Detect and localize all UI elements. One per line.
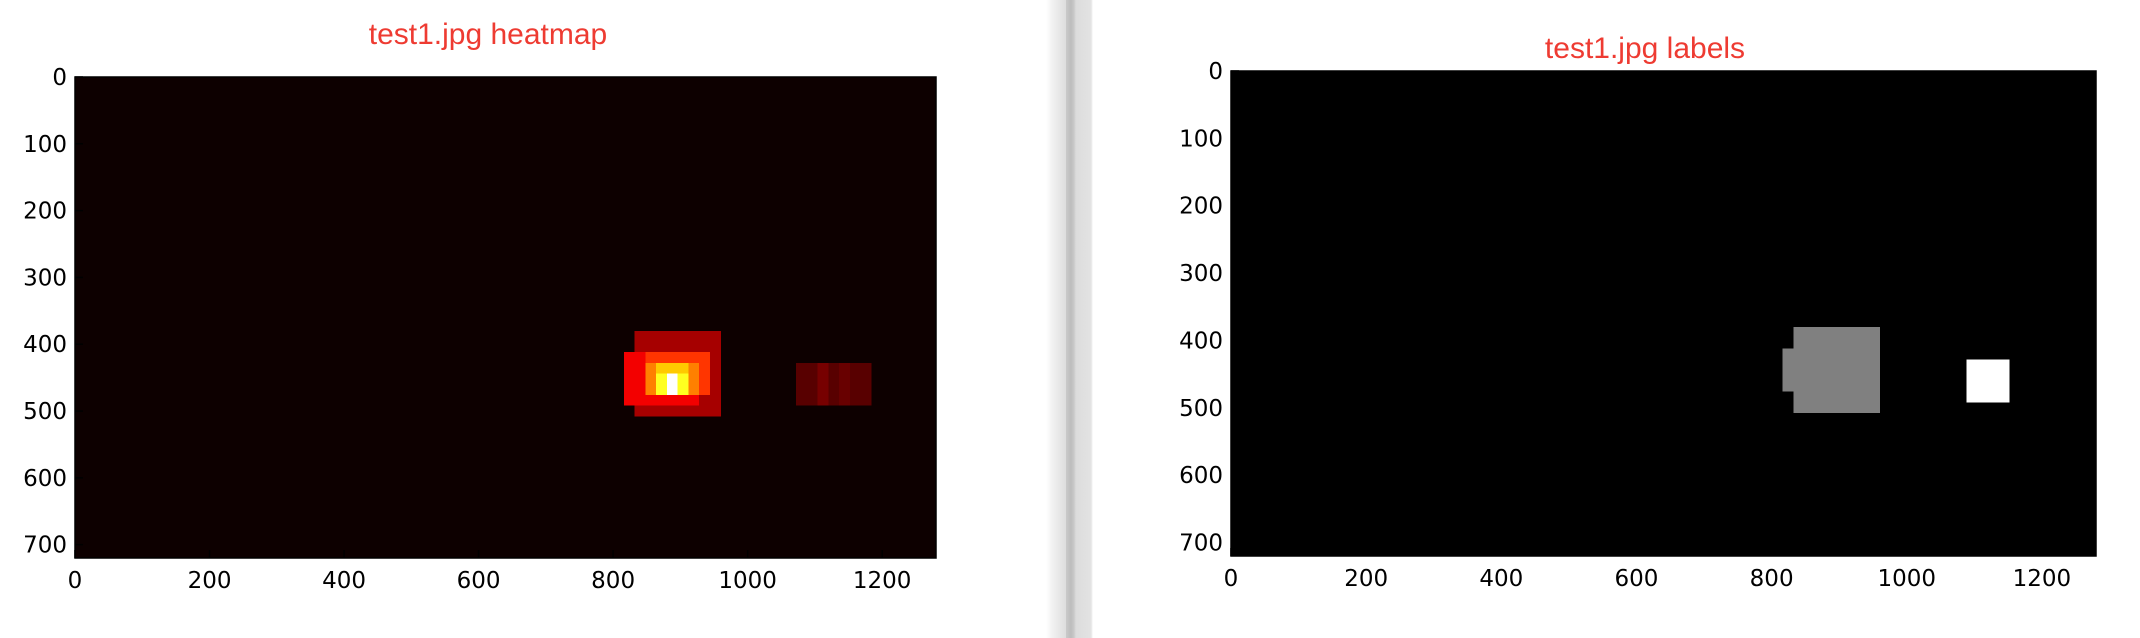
y-tick-label: 200	[23, 199, 67, 225]
x-tick-label: 1200	[2013, 566, 2072, 592]
y-tick-label: 0	[1208, 59, 1223, 85]
x-tick-label: 1000	[718, 568, 777, 594]
y-tick-label: 700	[23, 533, 67, 559]
y-tick-label: 500	[23, 399, 67, 425]
y-tick-label: 0	[52, 65, 67, 91]
y-tick-label: 400	[1179, 328, 1223, 354]
y-tick-label: 300	[23, 265, 67, 291]
x-tick-label: 1000	[1878, 566, 1937, 592]
labels-panel: test1.jpg labels 0 200 400 600 800 1000 1200 0 1…	[1093, 0, 2140, 638]
x-tick-label: 800	[591, 568, 635, 594]
labels-chart: test1.jpg labels 0 200 400 600 800 1000 1200 0 1…	[1179, 32, 2097, 592]
heatmap-cell	[666, 373, 678, 395]
window-divider[interactable]	[1046, 0, 1093, 638]
heatmap-title: test1.jpg heatmap	[369, 18, 608, 51]
axis-frame	[1230, 70, 2097, 557]
label-region	[1782, 348, 1794, 392]
y-tick-label: 300	[1179, 261, 1223, 287]
heatmap-cell	[796, 362, 872, 406]
y-tick-label: 100	[1179, 126, 1223, 152]
heatmap-cell	[839, 362, 850, 406]
y-tick-label: 700	[1179, 531, 1223, 557]
axis-frame	[74, 76, 937, 559]
x-tick-label: 600	[457, 568, 501, 594]
x-tick-label: 0	[1224, 566, 1239, 592]
x-tick-label: 400	[1479, 566, 1523, 592]
heatmap-chart: test1.jpg heatmap 0 200 400 600 800 1000 1200 0…	[23, 18, 937, 594]
heatmap-panel: test1.jpg heatmap 0 200 400 600 800 1000 1200 0…	[0, 0, 1046, 638]
y-tick-label: 600	[23, 466, 67, 492]
x-tick-label: 0	[68, 568, 83, 594]
heatmap-cell	[817, 362, 829, 406]
x-tick-label: 600	[1615, 566, 1659, 592]
plot-background	[1231, 71, 2096, 556]
label-region	[1793, 326, 1880, 414]
y-tick-label: 100	[23, 132, 67, 158]
y-tick-label: 500	[1179, 396, 1223, 422]
plot-background	[75, 77, 936, 558]
x-tick-label: 200	[188, 568, 232, 594]
x-tick-label: 200	[1344, 566, 1388, 592]
y-tick-label: 200	[1179, 194, 1223, 220]
labels-title: test1.jpg labels	[1545, 32, 1745, 65]
x-tick-label: 400	[322, 568, 366, 594]
y-tick-label: 400	[23, 332, 67, 358]
x-tick-label: 1200	[853, 568, 912, 594]
x-tick-label: 800	[1750, 566, 1794, 592]
label-region	[1966, 359, 2010, 403]
y-tick-label: 600	[1179, 463, 1223, 489]
